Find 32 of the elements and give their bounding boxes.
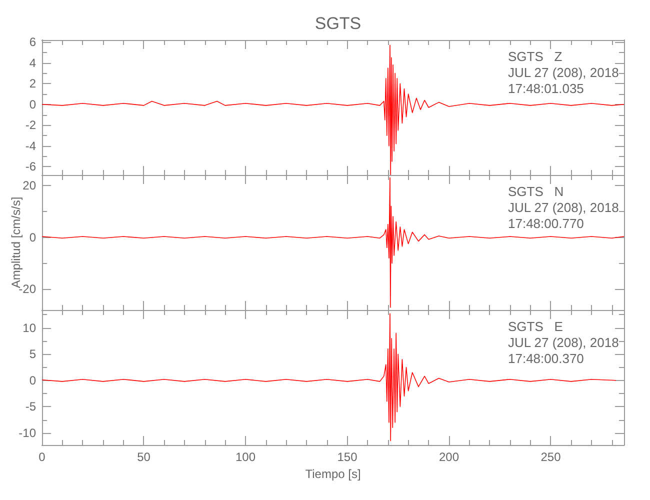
annotation: JUL 27 (208), 2018: [508, 200, 619, 215]
annotation: SGTS Z: [508, 49, 562, 64]
y-tick-label: 0: [29, 230, 36, 244]
x-tick-label: 50: [137, 450, 151, 464]
y-tick-label: -5: [25, 400, 36, 414]
annotation: SGTS E: [508, 319, 564, 334]
y-tick-label: -2: [25, 118, 36, 132]
y-tick-label: -6: [25, 160, 36, 174]
y-tick-label: 0: [29, 373, 36, 388]
annotation: JUL 27 (208), 2018: [508, 335, 619, 350]
y-tick-label: 6: [29, 35, 36, 50]
y-tick-label: 0: [29, 97, 36, 112]
chart-title: SGTS: [314, 14, 362, 33]
y-tick-label: 4: [29, 56, 36, 70]
x-tick-label: 100: [235, 450, 256, 464]
y-tick-label: -10: [18, 426, 36, 440]
annotation: JUL 27 (208), 2018: [508, 65, 619, 80]
annotation: 17:48:01.035: [508, 81, 584, 96]
annotation: 17:48:00.370: [508, 351, 584, 366]
annotation: 17:48:00.770: [508, 216, 584, 231]
x-tick-label: 250: [540, 450, 562, 464]
y-tick-label: 10: [22, 320, 36, 335]
x-tick-label: 0: [38, 450, 46, 464]
x-axis-title: Tiempo [s]: [305, 466, 361, 481]
x-tick-label: 150: [337, 450, 358, 464]
y-tick-label: -4: [25, 138, 36, 153]
y-tick-label: 2: [29, 76, 36, 91]
y-tick-label: 5: [29, 347, 36, 362]
x-tick-label: 200: [438, 450, 460, 464]
y-tick-label: 20: [22, 178, 36, 192]
annotation: SGTS N: [508, 184, 564, 199]
line-series: [42, 313, 616, 442]
